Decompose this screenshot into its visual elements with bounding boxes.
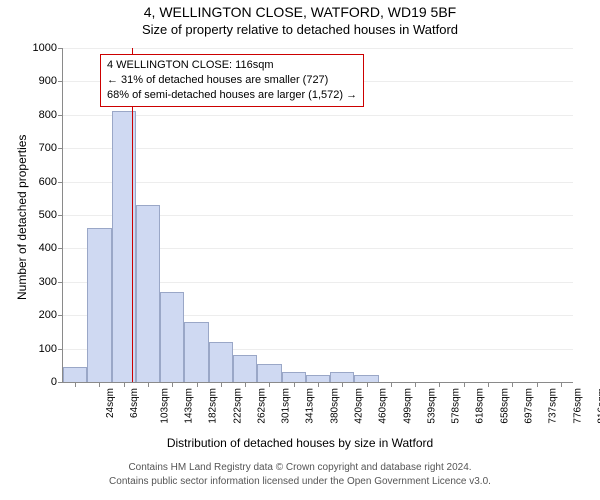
footer-line-1: Contains HM Land Registry data © Crown c… [0,462,600,473]
xtick-mark [318,382,319,387]
ytick-label: 100 [39,343,63,355]
annotation-line-3: 68% of semi-detached houses are larger (… [107,88,357,103]
xtick-label: 737sqm [548,388,559,424]
ytick-label: 0 [51,376,63,388]
annotation-box: 4 WELLINGTON CLOSE: 116sqm ← 31% of deta… [100,54,364,107]
xtick-mark [124,382,125,387]
ytick-label: 800 [39,109,63,121]
annotation-line-1: 4 WELLINGTON CLOSE: 116sqm [107,58,357,73]
xtick-label: 499sqm [402,388,413,424]
xtick-label: 24sqm [105,388,116,418]
xtick-mark [197,382,198,387]
gridline [63,148,573,149]
ytick-label: 500 [39,209,63,221]
histogram-bar [330,372,354,382]
histogram-bar [136,205,160,382]
ytick-label: 200 [39,309,63,321]
histogram-bar [63,367,87,382]
xtick-mark [391,382,392,387]
xtick-mark [99,382,100,387]
xtick-mark [367,382,368,387]
xtick-label: 341sqm [305,388,316,424]
xtick-label: 578sqm [451,388,462,424]
xtick-mark [269,382,270,387]
gridline [63,182,573,183]
histogram-bar [209,342,233,382]
xtick-label: 182sqm [208,388,219,424]
ytick-label: 1000 [33,42,63,54]
xtick-label: 262sqm [256,388,267,424]
xtick-label: 143sqm [184,388,195,424]
xtick-mark [439,382,440,387]
annotation-line-2: ← 31% of detached houses are smaller (72… [107,73,357,88]
xtick-mark [512,382,513,387]
x-axis-label: Distribution of detached houses by size … [0,436,600,450]
histogram-bar [306,375,330,382]
xtick-mark [561,382,562,387]
xtick-mark [464,382,465,387]
xtick-label: 301sqm [281,388,292,424]
xtick-label: 64sqm [129,388,140,418]
footer-line-2: Contains public sector information licen… [0,476,600,487]
xtick-mark [221,382,222,387]
xtick-label: 380sqm [329,388,340,424]
xtick-mark [245,382,246,387]
xtick-label: 539sqm [426,388,437,424]
xtick-mark [148,382,149,387]
xtick-mark [294,382,295,387]
gridline [63,48,573,49]
histogram-bar [282,372,306,382]
y-axis-label: Number of detached properties [15,135,29,300]
xtick-label: 816sqm [596,388,600,424]
xtick-mark [415,382,416,387]
xtick-mark [342,382,343,387]
xtick-label: 618sqm [475,388,486,424]
xtick-mark [75,382,76,387]
chart-container: { "title": "4, WELLINGTON CLOSE, WATFORD… [0,0,600,500]
chart-title: 4, WELLINGTON CLOSE, WATFORD, WD19 5BF [0,4,600,20]
xtick-label: 420sqm [354,388,365,424]
xtick-label: 776sqm [572,388,583,424]
xtick-label: 222sqm [232,388,243,424]
ytick-label: 400 [39,242,63,254]
chart-subtitle: Size of property relative to detached ho… [0,22,600,37]
histogram-bar [160,292,184,382]
xtick-label: 103sqm [159,388,170,424]
ytick-label: 700 [39,142,63,154]
xtick-label: 697sqm [524,388,535,424]
xtick-mark [488,382,489,387]
histogram-bar [257,364,281,382]
histogram-bar [184,322,208,382]
gridline [63,115,573,116]
xtick-label: 460sqm [378,388,389,424]
histogram-bar [233,355,257,382]
ytick-label: 600 [39,176,63,188]
ytick-label: 300 [39,276,63,288]
xtick-label: 658sqm [499,388,510,424]
xtick-mark [172,382,173,387]
ytick-label: 900 [39,75,63,87]
xtick-mark [537,382,538,387]
histogram-bar [87,228,111,382]
histogram-bar [354,375,378,382]
